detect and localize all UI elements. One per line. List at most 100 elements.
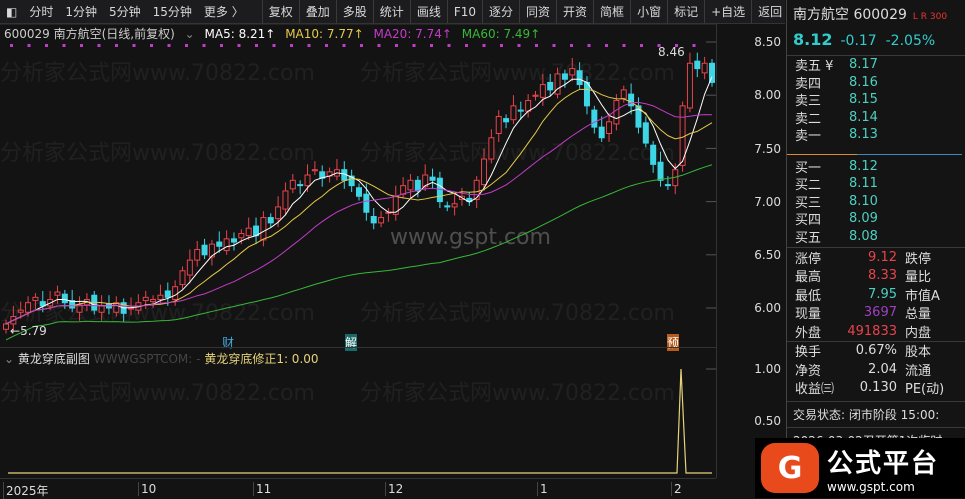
stat-label: 净资 [795,363,822,379]
toolbar-btn-3[interactable]: 统计 [372,0,410,24]
signal-dot [640,44,643,47]
order-label: 买二 [795,178,822,194]
toolbar-btn-8[interactable]: 开资 [556,0,593,24]
toolbar-btn-5[interactable]: F10 [446,0,482,24]
toolbar-btn-0[interactable]: 复权 [261,0,299,24]
candle-body [282,190,289,210]
candle-body [179,270,186,286]
order-label: 买一 [795,160,822,176]
order-label: 买四 [795,213,822,229]
trade-status: 交易状态: 闭市阶段 15:00: [793,408,940,422]
candle-body [150,298,157,303]
signal-dot [307,44,311,47]
signal-dot [430,44,433,47]
candle-body [606,121,613,135]
candle-body [54,291,61,296]
signal-dot [272,44,276,47]
low-value: 5.79 [20,324,47,338]
toolbar-btn-7[interactable]: 同资 [519,0,556,24]
signal-dot [10,44,13,47]
candle-body [591,109,598,128]
candle-body [275,206,282,220]
candle-body [576,70,583,86]
candle-body [311,169,318,172]
signal-dot [535,44,538,47]
toolbar-btn-12[interactable]: +自选 [704,0,751,24]
kline-chart[interactable] [0,0,716,478]
ma10-line [5,88,713,325]
signal-dot [255,44,258,47]
signal-dot [290,44,293,47]
signal-dot [657,44,661,47]
signal-dot [62,44,66,47]
ma10-value: MA10: 7.77↑ [285,27,364,41]
candle-body [444,205,451,208]
candle-body [709,62,715,83]
candle-body [61,293,68,304]
candle-body [370,215,377,224]
logo-icon: G [761,443,819,493]
tick: 8.50 [754,35,781,49]
subchart-watermark: WWWGSPTCOM: - [93,352,201,366]
candle-body [481,158,488,186]
candle-body [569,68,576,76]
subchart-title: 黄龙穿底副图 [17,352,90,366]
stock-name: 南方航空 [793,7,849,23]
ma5-line [5,76,713,325]
candle-body [657,161,664,181]
candle-body [230,238,237,243]
stat-value: 0.130 [859,380,897,396]
toolbar-3[interactable]: 15分钟 [152,5,192,19]
order-row: 买四 8.09 [787,210,965,228]
toolbar-btn-9[interactable]: 简框 [593,0,630,24]
unlock-marker[interactable]: 解 [345,334,358,351]
order-row: 卖一 8.13 [787,126,965,144]
ma-info-line: 600029 南方航空(日线,前复权) ⌄ MA5: 8.21↑ MA10: 7… [4,25,546,42]
candle-body [216,241,223,247]
order-label: 卖二 [795,111,822,127]
toolbar-1[interactable]: 1分钟 [65,5,97,19]
toolbar-btn-1[interactable]: 叠加 [298,0,336,24]
candle-body [267,217,274,224]
toolbar-btn-6[interactable]: 逐分 [482,0,519,24]
stat-label-right: 总量 [905,307,932,323]
toolbar-btn-2[interactable]: 多股 [335,0,373,24]
candle-body [429,176,436,181]
signal-dot [675,44,678,47]
stat-label-right: 跌停 [905,251,932,267]
signal-dot [220,44,223,47]
stat-row: 换手 0.67% 股本 [787,342,965,360]
candle-body [583,81,590,107]
order-label: 卖四 [795,76,822,92]
candle-body [142,296,149,302]
order-price: 8.09 [849,211,878,227]
ma20-line [5,101,713,325]
toolbar-btn-10[interactable]: 小窗 [630,0,667,24]
toolbar-btn-4[interactable]: 画线 [409,0,447,24]
logo: G 公式平台 www.gspt.com [755,438,965,498]
subchart-label: ⌄ 黄龙穿底副图 WWWGSPTCOM: - 黄龙穿底修正1: 0.00 [4,350,319,367]
collapse-icon[interactable]: ⌄ [4,352,15,366]
collapse-icon[interactable]: ⌄ [184,27,195,41]
toolbar-0[interactable]: 分时 [29,5,54,19]
toolbar: ◧ 分时 1分钟 5分钟 15分钟 更多 〉 复权 叠加 多股 统计 画线 F10 逐分 同资 开资 简框小… [0,0,785,24]
candle-body [532,94,539,97]
candle-body [422,174,429,188]
date-tick: 10 [138,482,156,496]
signal-dot [80,44,83,47]
candle-body [400,185,407,195]
toolbar-4[interactable]: 更多 〉 [203,5,244,19]
toolbar-2[interactable]: 5分钟 [109,5,141,19]
order-row: 买五 8.08 [787,228,965,246]
finance-marker[interactable]: 财 [222,336,235,350]
indicator-value: 黄龙穿底修正1: 0.00 [204,352,319,366]
order-label: 卖一 [795,129,822,145]
toolbar-btn-13[interactable]: 返回 [751,0,788,24]
stat-label: 现量 [795,307,822,323]
ma20-value: MA20: 7.74↑ [373,27,452,41]
toolbar-btn-11[interactable]: 标记 [667,0,704,24]
sidebar-toggle-icon[interactable]: ◧ [6,4,18,19]
candle-body [451,203,458,208]
tick: 1.00 [754,362,781,376]
forecast-marker[interactable]: 预 [667,334,680,351]
